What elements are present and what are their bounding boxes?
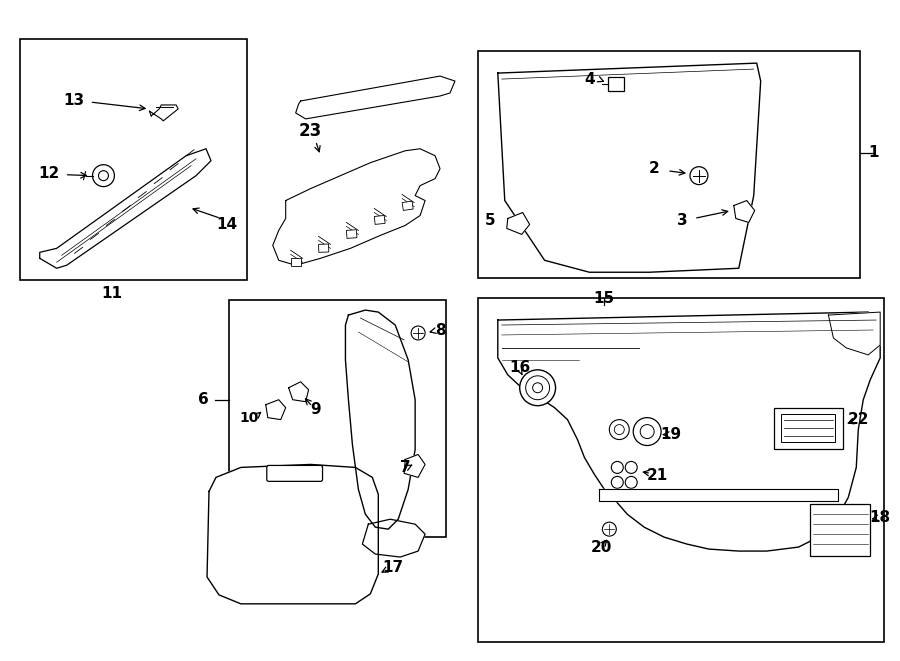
Polygon shape <box>40 149 211 268</box>
FancyBboxPatch shape <box>266 465 322 481</box>
Text: 14: 14 <box>216 217 238 232</box>
Polygon shape <box>507 212 530 235</box>
Circle shape <box>634 418 661 446</box>
Circle shape <box>602 522 616 536</box>
Bar <box>774 408 843 449</box>
Bar <box>608 77 625 91</box>
Bar <box>20 39 247 280</box>
Polygon shape <box>404 455 425 477</box>
Bar <box>319 244 328 253</box>
Text: 19: 19 <box>661 427 681 442</box>
Polygon shape <box>289 382 309 402</box>
Bar <box>229 300 446 537</box>
Bar <box>291 258 301 266</box>
Text: 9: 9 <box>310 402 321 417</box>
Text: 2: 2 <box>649 161 660 176</box>
Text: 17: 17 <box>382 559 404 574</box>
Circle shape <box>626 477 637 488</box>
Text: 23: 23 <box>299 122 322 140</box>
Text: 18: 18 <box>869 510 891 525</box>
Polygon shape <box>498 312 880 551</box>
Text: 10: 10 <box>239 410 258 424</box>
Polygon shape <box>346 310 415 529</box>
Text: 1: 1 <box>868 145 878 160</box>
Text: 20: 20 <box>590 539 612 555</box>
Circle shape <box>519 370 555 406</box>
Text: 5: 5 <box>484 213 495 228</box>
Circle shape <box>690 167 708 184</box>
Circle shape <box>615 424 625 434</box>
Circle shape <box>411 326 425 340</box>
Circle shape <box>609 420 629 440</box>
Text: 7: 7 <box>400 460 410 475</box>
Text: 15: 15 <box>594 291 615 305</box>
Circle shape <box>98 171 108 180</box>
Text: 13: 13 <box>63 93 85 108</box>
Polygon shape <box>149 105 178 121</box>
Text: 22: 22 <box>848 412 869 427</box>
Bar <box>811 504 870 556</box>
Bar <box>780 414 835 442</box>
Circle shape <box>626 461 637 473</box>
Polygon shape <box>498 63 760 272</box>
Bar <box>374 215 385 224</box>
Circle shape <box>611 477 624 488</box>
Polygon shape <box>363 519 425 557</box>
Text: 21: 21 <box>646 468 668 483</box>
Bar <box>402 201 413 210</box>
Bar <box>478 298 884 642</box>
Polygon shape <box>828 312 880 355</box>
Polygon shape <box>207 465 378 604</box>
Text: 11: 11 <box>101 286 122 301</box>
Polygon shape <box>734 200 755 223</box>
Text: 3: 3 <box>677 213 688 228</box>
Circle shape <box>611 461 624 473</box>
Text: 16: 16 <box>509 360 530 375</box>
Polygon shape <box>296 76 455 119</box>
Circle shape <box>640 424 654 438</box>
Bar <box>346 230 357 239</box>
Bar <box>478 51 860 278</box>
Polygon shape <box>599 489 839 501</box>
Text: 8: 8 <box>435 323 446 338</box>
Text: 4: 4 <box>584 71 595 87</box>
Text: 6: 6 <box>198 392 209 407</box>
Circle shape <box>533 383 543 393</box>
Polygon shape <box>273 149 440 265</box>
Circle shape <box>93 165 114 186</box>
Polygon shape <box>266 400 285 420</box>
Circle shape <box>526 376 550 400</box>
Text: 12: 12 <box>38 166 59 181</box>
